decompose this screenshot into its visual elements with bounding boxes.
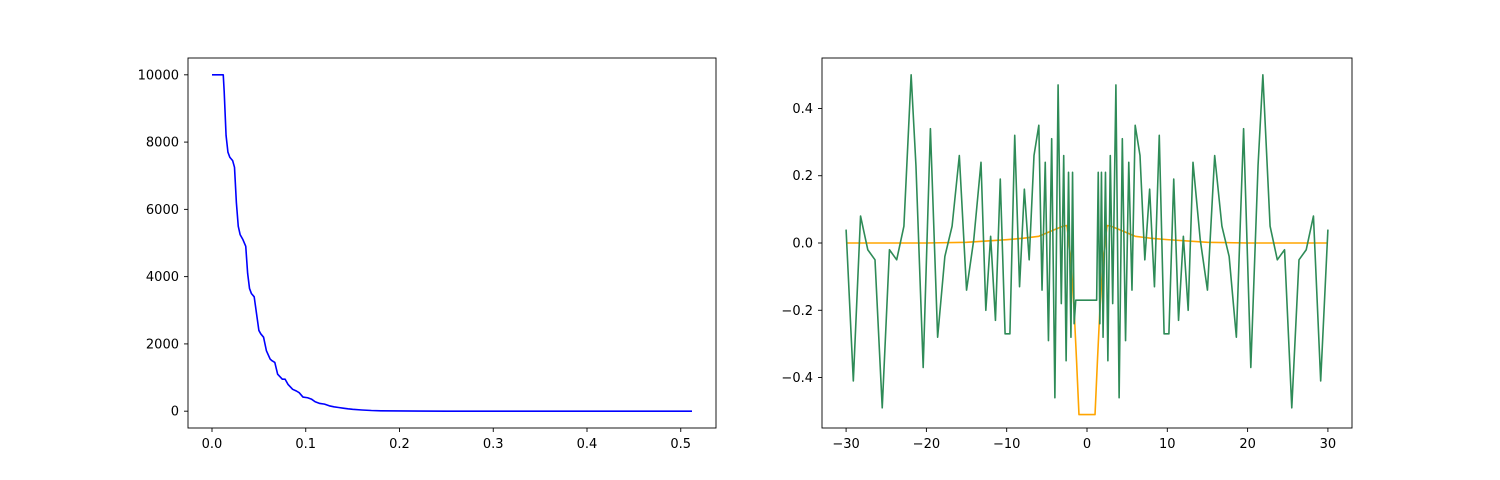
chart-left-x-tick-label: 0.3 <box>483 437 504 452</box>
chart-left-axes: 0.0 0.1 0.2 0.3 0.4 0.5 0 2000 4000 6000 8000 10000 <box>138 57 717 452</box>
chart-right-x-tick-label: −20 <box>913 437 940 452</box>
chart-left-x-tick-label: 0.0 <box>202 437 223 452</box>
chart-left-y-tick-label: 0 <box>171 405 179 420</box>
chart-right-y-tick-label: 0.0 <box>792 237 813 252</box>
chart-right-axes: −30 −20 −10 0 10 20 30 −0.4 −0.2 0.0 0.2 0.4 <box>781 57 1353 452</box>
chart-right-y-tick-label: 0.4 <box>792 102 813 117</box>
chart-right-y-tick-label: −0.2 <box>781 304 813 319</box>
chart-left-y-tick-label: 2000 <box>146 337 179 352</box>
chart-left-frame <box>187 57 717 429</box>
chart-left-x-tick-label: 0.2 <box>389 437 410 452</box>
chart-right-y-tick-label: −0.4 <box>781 371 813 386</box>
chart-left-y-tick-label: 6000 <box>146 203 179 218</box>
chart-left-x-tick-label: 0.4 <box>577 437 598 452</box>
chart-right-series-0-line <box>846 224 1328 416</box>
chart-left-x-tick-label: 0.1 <box>295 437 316 452</box>
chart-right-y-tick-label: 0.2 <box>792 169 813 184</box>
chart-right-x-tick-label: 30 <box>1320 437 1337 452</box>
chart-right-x-tick-label: 0 <box>1083 437 1091 452</box>
chart-right-series-1-line <box>845 74 1329 409</box>
chart-left-series-0-line <box>212 74 692 412</box>
chart-right: −30 −20 −10 0 10 20 30 −0.4 −0.2 0.0 0.2 0.4 <box>781 57 1353 452</box>
chart-right-x-tick-label: −10 <box>993 437 1020 452</box>
chart-left-y-tick-label: 10000 <box>138 68 179 83</box>
chart-left-x-tick-label: 0.5 <box>670 437 691 452</box>
chart-left-y-tick-label: 8000 <box>146 136 179 151</box>
chart-right-series <box>845 74 1329 416</box>
chart-left-y-tick-label: 4000 <box>146 270 179 285</box>
chart-left: 0.0 0.1 0.2 0.3 0.4 0.5 0 2000 4000 6000 8000 10000 <box>138 57 717 452</box>
chart-left-series <box>212 74 692 412</box>
chart-right-x-tick-label: 10 <box>1159 437 1176 452</box>
chart-right-x-tick-label: 20 <box>1239 437 1256 452</box>
chart-right-x-tick-label: −30 <box>832 437 859 452</box>
